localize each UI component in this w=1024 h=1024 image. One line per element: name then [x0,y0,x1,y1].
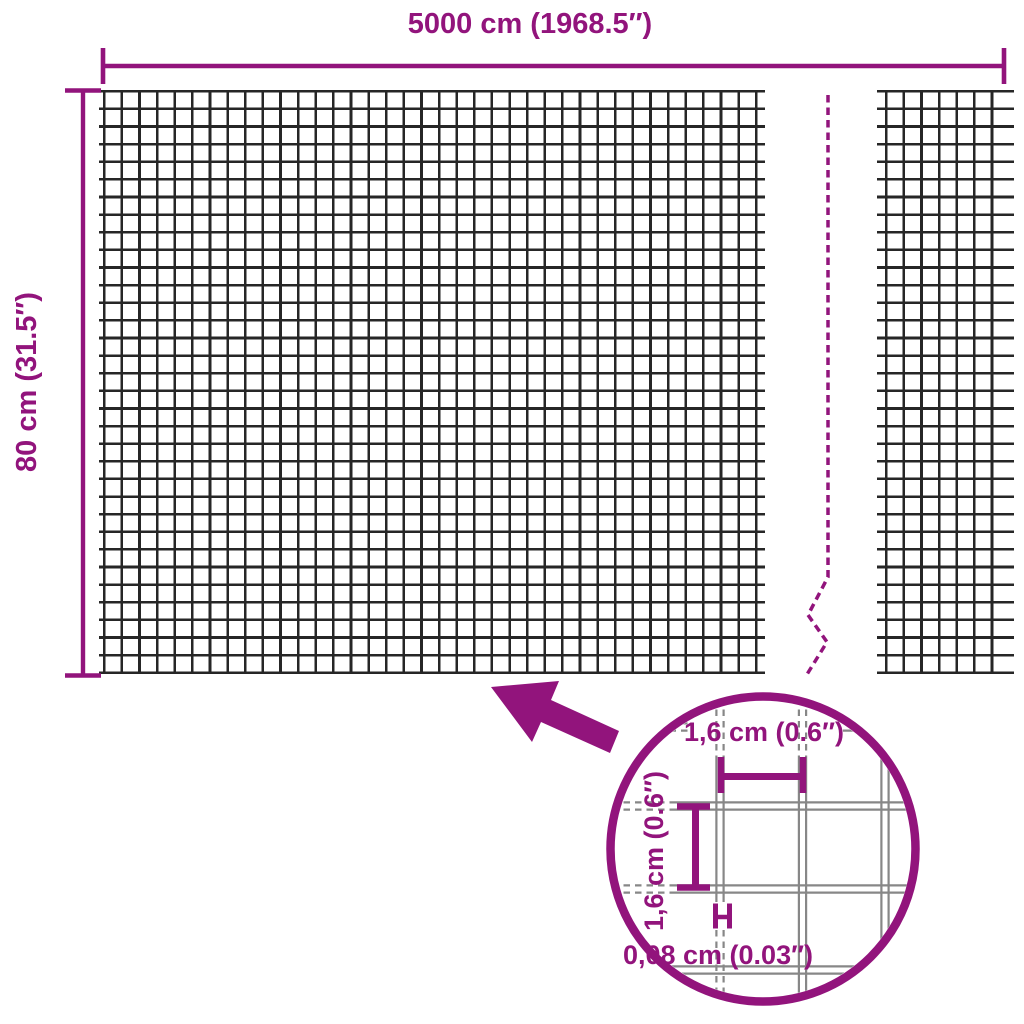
magnifier-arrow-icon [491,681,619,753]
detail-vertical-wire-2 [797,701,808,997]
mesh-panel-vertical-wires [103,90,758,675]
break-line [804,95,830,677]
height-dimension-line [65,88,101,678]
wire-thickness-marker [713,903,732,929]
wire-thickness-label: 0,08 cm (0.03″) [622,940,814,970]
mesh-panel-continued-vertical-wires [885,90,994,675]
cell-height-bracket [677,803,710,891]
width-dimension-label: 5000 cm (1968.5″) [407,8,653,40]
cell-width-bracket [717,757,807,793]
height-dimension-label: 80 cm (31.5″) [11,292,43,472]
width-dimension-line [100,48,1007,84]
detail-circle-ring [606,692,920,1006]
cell-width-label: 1,6 cm (0.6″) [683,717,844,747]
detail-horizontal-wire-1 [615,801,911,811]
detail-horizontal-wire-2 [615,884,911,894]
